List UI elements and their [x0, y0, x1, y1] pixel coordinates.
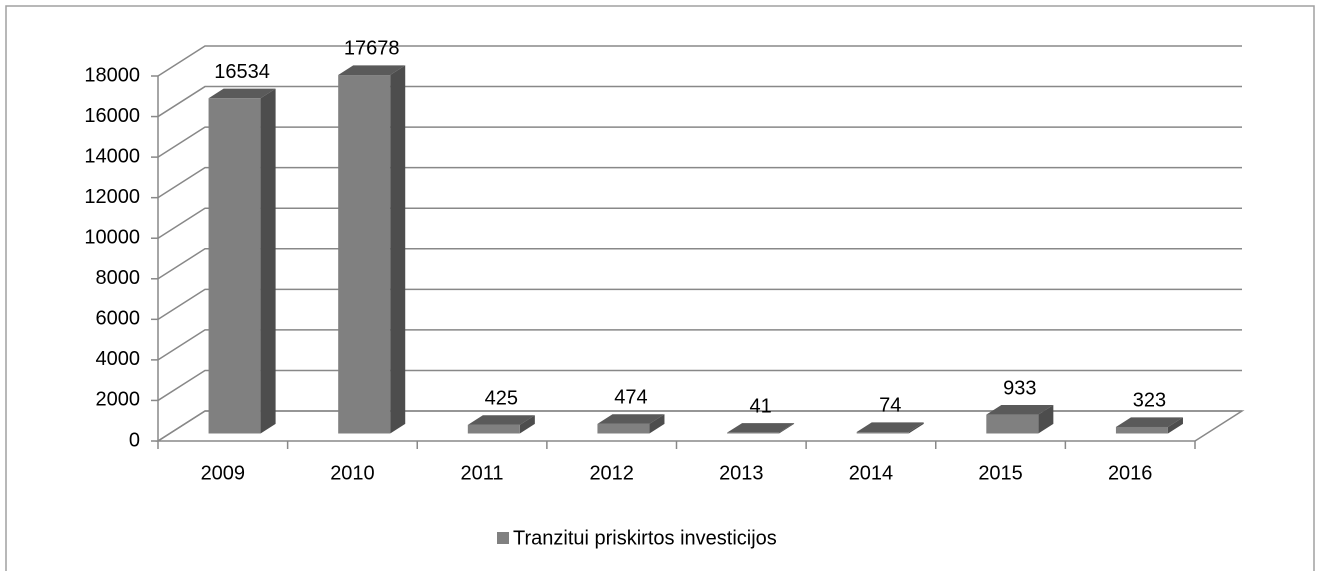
bar-top	[856, 422, 924, 432]
bar	[597, 423, 650, 434]
y-tick-label: 2000	[96, 389, 141, 411]
bar-side	[649, 414, 665, 434]
grid-line	[157, 126, 1242, 158]
bar-side	[390, 65, 406, 434]
value-label: 323	[1133, 390, 1166, 412]
x-tick-label: 2011	[461, 462, 504, 484]
grid-line	[157, 45, 1242, 77]
value-label: 474	[614, 387, 647, 409]
bar	[338, 75, 391, 434]
value-label: 74	[879, 395, 901, 417]
x-tick-label: 2016	[1108, 462, 1153, 484]
legend-label: Tranzitui priskirtos investicijos	[513, 527, 777, 549]
y-tick-label: 0	[129, 429, 140, 451]
grid-line	[157, 166, 1242, 199]
grid-line	[157, 329, 1242, 361]
bar-side	[260, 88, 276, 434]
x-tick-label: 2013	[719, 462, 764, 484]
bar-top	[986, 404, 1054, 415]
x-tick-label: 2014	[849, 462, 894, 484]
bar	[856, 431, 909, 434]
bar-side	[908, 422, 924, 434]
legend-swatch	[497, 532, 509, 544]
value-label: 933	[1003, 377, 1036, 399]
y-tick-label: 8000	[96, 267, 141, 289]
y-tick-label: 16000	[84, 105, 140, 127]
grid-line	[157, 410, 1242, 442]
grid-line	[157, 288, 1242, 320]
value-label: 17678	[344, 38, 400, 60]
bar	[467, 424, 520, 434]
y-tick-label: 4000	[96, 348, 141, 370]
y-tick-label: 12000	[84, 186, 140, 208]
bar-top	[597, 414, 665, 424]
x-tick-label: 2015	[978, 462, 1023, 484]
bar	[727, 432, 780, 434]
chart-frame	[5, 5, 1315, 571]
bar-top	[727, 423, 795, 433]
bar-top	[1115, 417, 1183, 427]
grid-line	[157, 248, 1242, 280]
y-tick-label: 10000	[84, 227, 140, 249]
bar	[1115, 426, 1168, 434]
bar-top	[467, 415, 535, 425]
value-label: 16534	[214, 61, 270, 83]
bar-top	[338, 65, 406, 76]
bar	[986, 414, 1039, 434]
bar-side	[519, 415, 535, 434]
bar-top	[208, 88, 276, 99]
value-label: 425	[485, 388, 518, 410]
value-label: 41	[749, 395, 771, 417]
y-tick-label: 18000	[84, 64, 140, 86]
floor	[155, 410, 1245, 442]
x-tick-label: 2009	[201, 462, 246, 484]
bar-side	[1167, 417, 1183, 434]
y-tick-label: 14000	[84, 145, 140, 167]
grid-line	[157, 207, 1242, 239]
bar-side	[1038, 404, 1054, 434]
x-tick-label: 2010	[330, 462, 375, 484]
bar-side	[779, 423, 795, 434]
grid-line	[157, 369, 1242, 402]
bar	[208, 98, 261, 434]
x-tick-label: 2012	[589, 462, 634, 484]
grid-line	[157, 85, 1242, 118]
y-tick-label: 6000	[96, 308, 141, 330]
